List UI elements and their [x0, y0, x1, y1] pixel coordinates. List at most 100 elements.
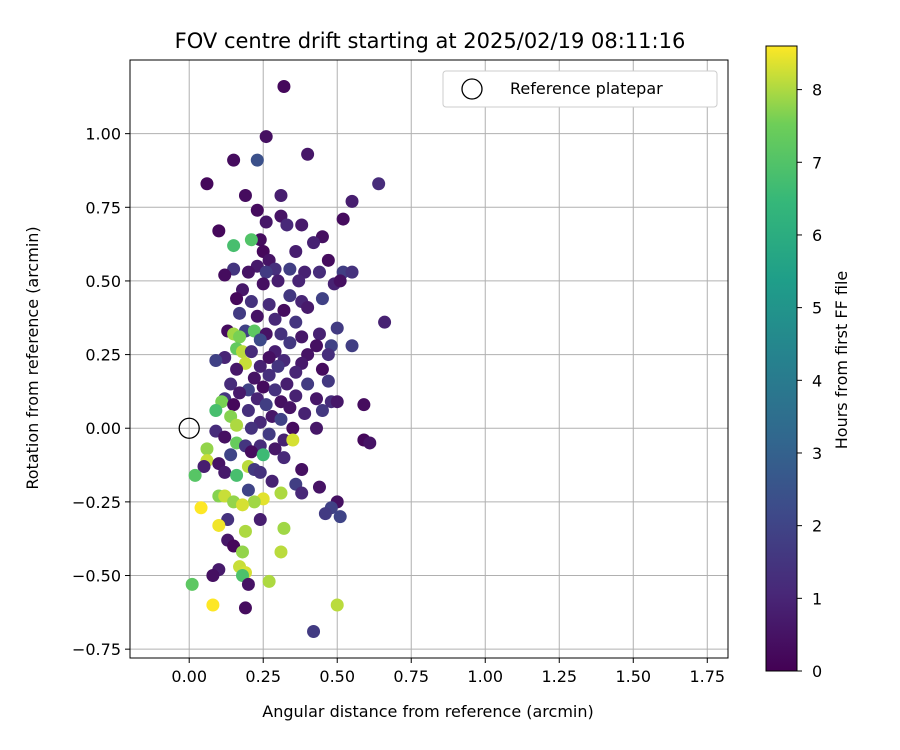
- x-tick-label: 0.25: [245, 667, 281, 686]
- data-point: [256, 380, 270, 394]
- data-point: [244, 421, 258, 435]
- data-point: [185, 577, 199, 591]
- data-point: [227, 398, 241, 412]
- data-point: [321, 374, 335, 388]
- chart-title: FOV centre drift starting at 2025/02/19 …: [175, 29, 686, 53]
- data-point: [277, 303, 291, 317]
- data-point: [194, 501, 208, 515]
- data-point: [274, 486, 288, 500]
- data-point: [345, 339, 359, 353]
- data-point: [298, 406, 312, 420]
- data-point: [262, 574, 276, 588]
- data-point: [241, 577, 255, 591]
- x-tick-label: 1.75: [689, 667, 725, 686]
- data-point: [259, 215, 273, 229]
- data-point: [333, 274, 347, 288]
- data-point: [218, 465, 232, 479]
- colorbar-tick-label: 5: [812, 299, 822, 318]
- data-point: [233, 330, 247, 344]
- data-point: [253, 233, 267, 247]
- data-point: [200, 442, 214, 456]
- data-point: [224, 448, 238, 462]
- data-point: [315, 292, 329, 306]
- data-point: [318, 507, 332, 521]
- data-point: [268, 442, 282, 456]
- data-point: [363, 436, 377, 450]
- y-tick-label: −0.75: [72, 640, 121, 659]
- data-point: [268, 383, 282, 397]
- scatter-points: [185, 80, 392, 638]
- data-point: [244, 345, 258, 359]
- colorbar-ticks: 0 1 2 3 4 5 6 7 8: [797, 81, 822, 681]
- data-point: [345, 265, 359, 279]
- y-tick-label: 1.00: [85, 125, 121, 144]
- data-point: [301, 300, 315, 314]
- data-point: [238, 524, 252, 538]
- colorbar-tick-label: 3: [812, 444, 822, 463]
- data-point: [241, 404, 255, 418]
- data-point: [283, 262, 297, 276]
- data-point: [312, 265, 326, 279]
- colorbar: 0 1 2 3 4 5 6 7 8 Hours from first FF file: [765, 45, 851, 681]
- x-tick-label: 1.25: [541, 667, 577, 686]
- data-point: [283, 401, 297, 415]
- colorbar-tick-label: 6: [812, 226, 822, 245]
- data-point: [289, 365, 303, 379]
- data-point: [253, 465, 267, 479]
- x-tick-label: 0.50: [319, 667, 355, 686]
- data-point: [312, 480, 326, 494]
- x-tick-label: 0.00: [171, 667, 207, 686]
- data-point: [218, 268, 232, 282]
- data-point: [274, 189, 288, 203]
- data-point: [241, 265, 255, 279]
- data-point: [227, 239, 241, 253]
- data-point: [241, 483, 255, 497]
- y-tick-label: −0.50: [72, 567, 121, 586]
- colorbar-tick-label: 2: [812, 517, 822, 536]
- data-point: [206, 598, 220, 612]
- y-tick-label: 0.75: [85, 198, 121, 217]
- x-tick-label: 1.00: [467, 667, 503, 686]
- data-point: [274, 412, 288, 426]
- legend-entry-reference: Reference platepar: [510, 79, 663, 98]
- data-point: [218, 430, 232, 444]
- data-point: [250, 203, 264, 217]
- data-point: [209, 353, 223, 367]
- data-point: [289, 389, 303, 403]
- x-axis-ticks: 0.00 0.25 0.50 0.75 1.00 1.25 1.50 1.75: [171, 658, 725, 686]
- data-point: [256, 448, 270, 462]
- data-point: [336, 212, 350, 226]
- data-point: [283, 289, 297, 303]
- data-point: [280, 377, 294, 391]
- y-axis-ticks: −0.75 −0.50 −0.25 0.00 0.25 0.50 0.75 1.00: [72, 125, 130, 659]
- data-point: [357, 398, 371, 412]
- data-point: [238, 601, 252, 615]
- data-point: [274, 545, 288, 559]
- legend-box: [442, 70, 718, 108]
- data-point: [330, 321, 344, 335]
- data-point: [244, 295, 258, 309]
- data-point: [230, 468, 244, 482]
- plot-area: 0.00 0.25 0.50 0.75 1.00 1.25 1.50 1.75 −0.75−0…: [72, 59, 729, 686]
- data-point: [277, 451, 291, 465]
- data-point: [247, 495, 261, 509]
- data-point: [188, 468, 202, 482]
- data-point: [295, 330, 309, 344]
- colorbar-tick-label: 4: [812, 371, 822, 390]
- data-point: [206, 569, 220, 583]
- data-point: [289, 244, 303, 258]
- y-tick-label: −0.25: [72, 493, 121, 512]
- data-point: [277, 433, 291, 447]
- data-point: [268, 312, 282, 326]
- data-point: [233, 386, 247, 400]
- data-point: [295, 486, 309, 500]
- data-point: [238, 189, 252, 203]
- data-point: [262, 298, 276, 312]
- colorbar-tick-label: 0: [812, 662, 822, 681]
- data-point: [321, 253, 335, 267]
- data-point: [235, 345, 249, 359]
- data-point: [289, 315, 303, 329]
- data-point: [333, 510, 347, 524]
- data-point: [244, 445, 258, 459]
- x-tick-label: 0.75: [393, 667, 429, 686]
